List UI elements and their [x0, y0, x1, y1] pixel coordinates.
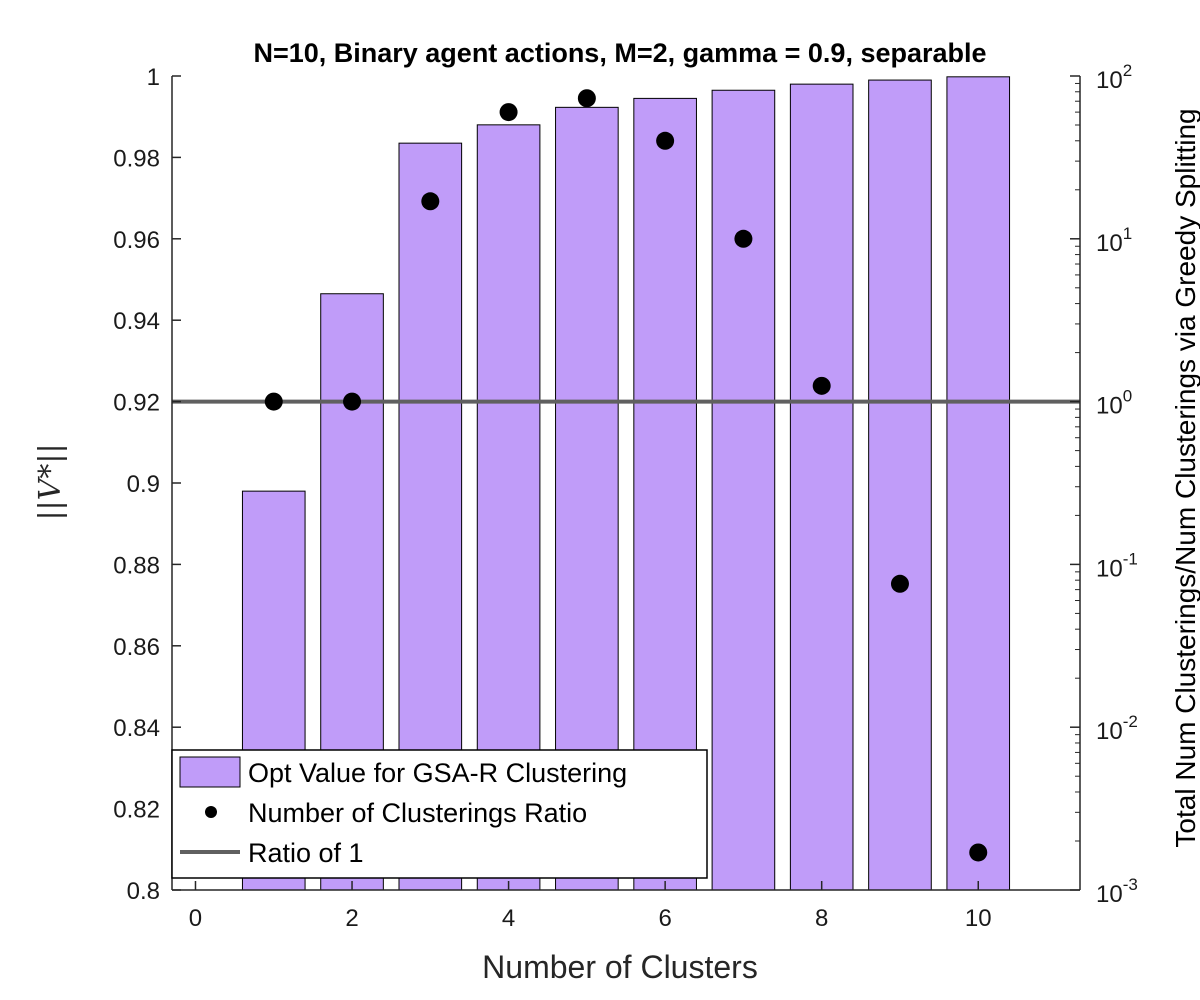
y-axis-label-left: ||V*||	[33, 443, 68, 520]
chart-title: N=10, Binary agent actions, M=2, gamma =…	[253, 38, 986, 68]
point-6	[656, 131, 675, 150]
y-tick-label-right-0: 10-3	[1096, 875, 1138, 908]
y-tick-label-left-6: 0.92	[113, 390, 160, 417]
y-tick-label-right-5: 102	[1096, 61, 1132, 94]
y-tick-label-left-1: 0.82	[113, 797, 160, 824]
x-tick-label-5: 10	[965, 905, 992, 932]
y-tick-label-left-7: 0.94	[113, 308, 160, 335]
bar-10	[946, 76, 1011, 891]
point-9	[890, 574, 909, 593]
y-tick-label-left-4: 0.88	[113, 552, 160, 579]
point-1	[264, 392, 283, 411]
legend-label-ratio: Ratio of 1	[248, 838, 364, 868]
y-tick-label-left-9: 0.98	[113, 145, 160, 172]
point-7	[734, 229, 753, 248]
points-layer	[264, 89, 988, 862]
axes-layer: 0.80.820.840.860.880.90.920.940.960.9810…	[113, 61, 1138, 932]
legend-label-bars: Opt Value for GSA-R Clustering	[248, 758, 627, 788]
x-tick-label-0: 0	[189, 905, 202, 932]
y-tick-label-right-4: 101	[1096, 224, 1132, 257]
point-4	[499, 103, 518, 122]
bar-8	[789, 83, 854, 891]
legend-marker-points	[205, 806, 217, 818]
point-10	[969, 843, 988, 862]
x-tick-label-3: 6	[658, 905, 671, 932]
bar-9	[868, 79, 932, 891]
y-tick-label-left-10: 1	[147, 64, 160, 91]
point-3	[421, 192, 440, 211]
y-tick-label-left-8: 0.96	[113, 227, 160, 254]
legend-label-points: Number of Clusterings Ratio	[248, 798, 587, 828]
y-axis-label-right: Total Num Clusterings/Num Clusterings vi…	[1170, 108, 1200, 847]
labels-layer: N=10, Binary agent actions, M=2, gamma =…	[33, 38, 1200, 985]
y-tick-label-right-2: 10-1	[1096, 549, 1138, 582]
y-tick-label-left-5: 0.9	[127, 471, 160, 498]
x-tick-label-1: 2	[345, 905, 358, 932]
y-tick-label-right-3: 100	[1096, 387, 1132, 420]
y-tick-label-left-2: 0.84	[113, 715, 160, 742]
bar-7	[711, 89, 776, 891]
legend-swatch-bars	[179, 756, 241, 788]
y-tick-label-left-0: 0.8	[127, 878, 160, 905]
legend: Opt Value for GSA-R Clustering Number of…	[171, 749, 708, 879]
point-2	[343, 392, 362, 411]
x-tick-label-4: 8	[815, 905, 828, 932]
point-8	[812, 376, 831, 395]
x-tick-label-2: 4	[502, 905, 515, 932]
y-tick-label-right-1: 10-2	[1096, 712, 1138, 745]
x-axis-label: Number of Clusters	[482, 949, 758, 985]
legend-box	[171, 749, 708, 879]
point-5	[577, 89, 596, 108]
y-tick-label-left-3: 0.86	[113, 634, 160, 661]
